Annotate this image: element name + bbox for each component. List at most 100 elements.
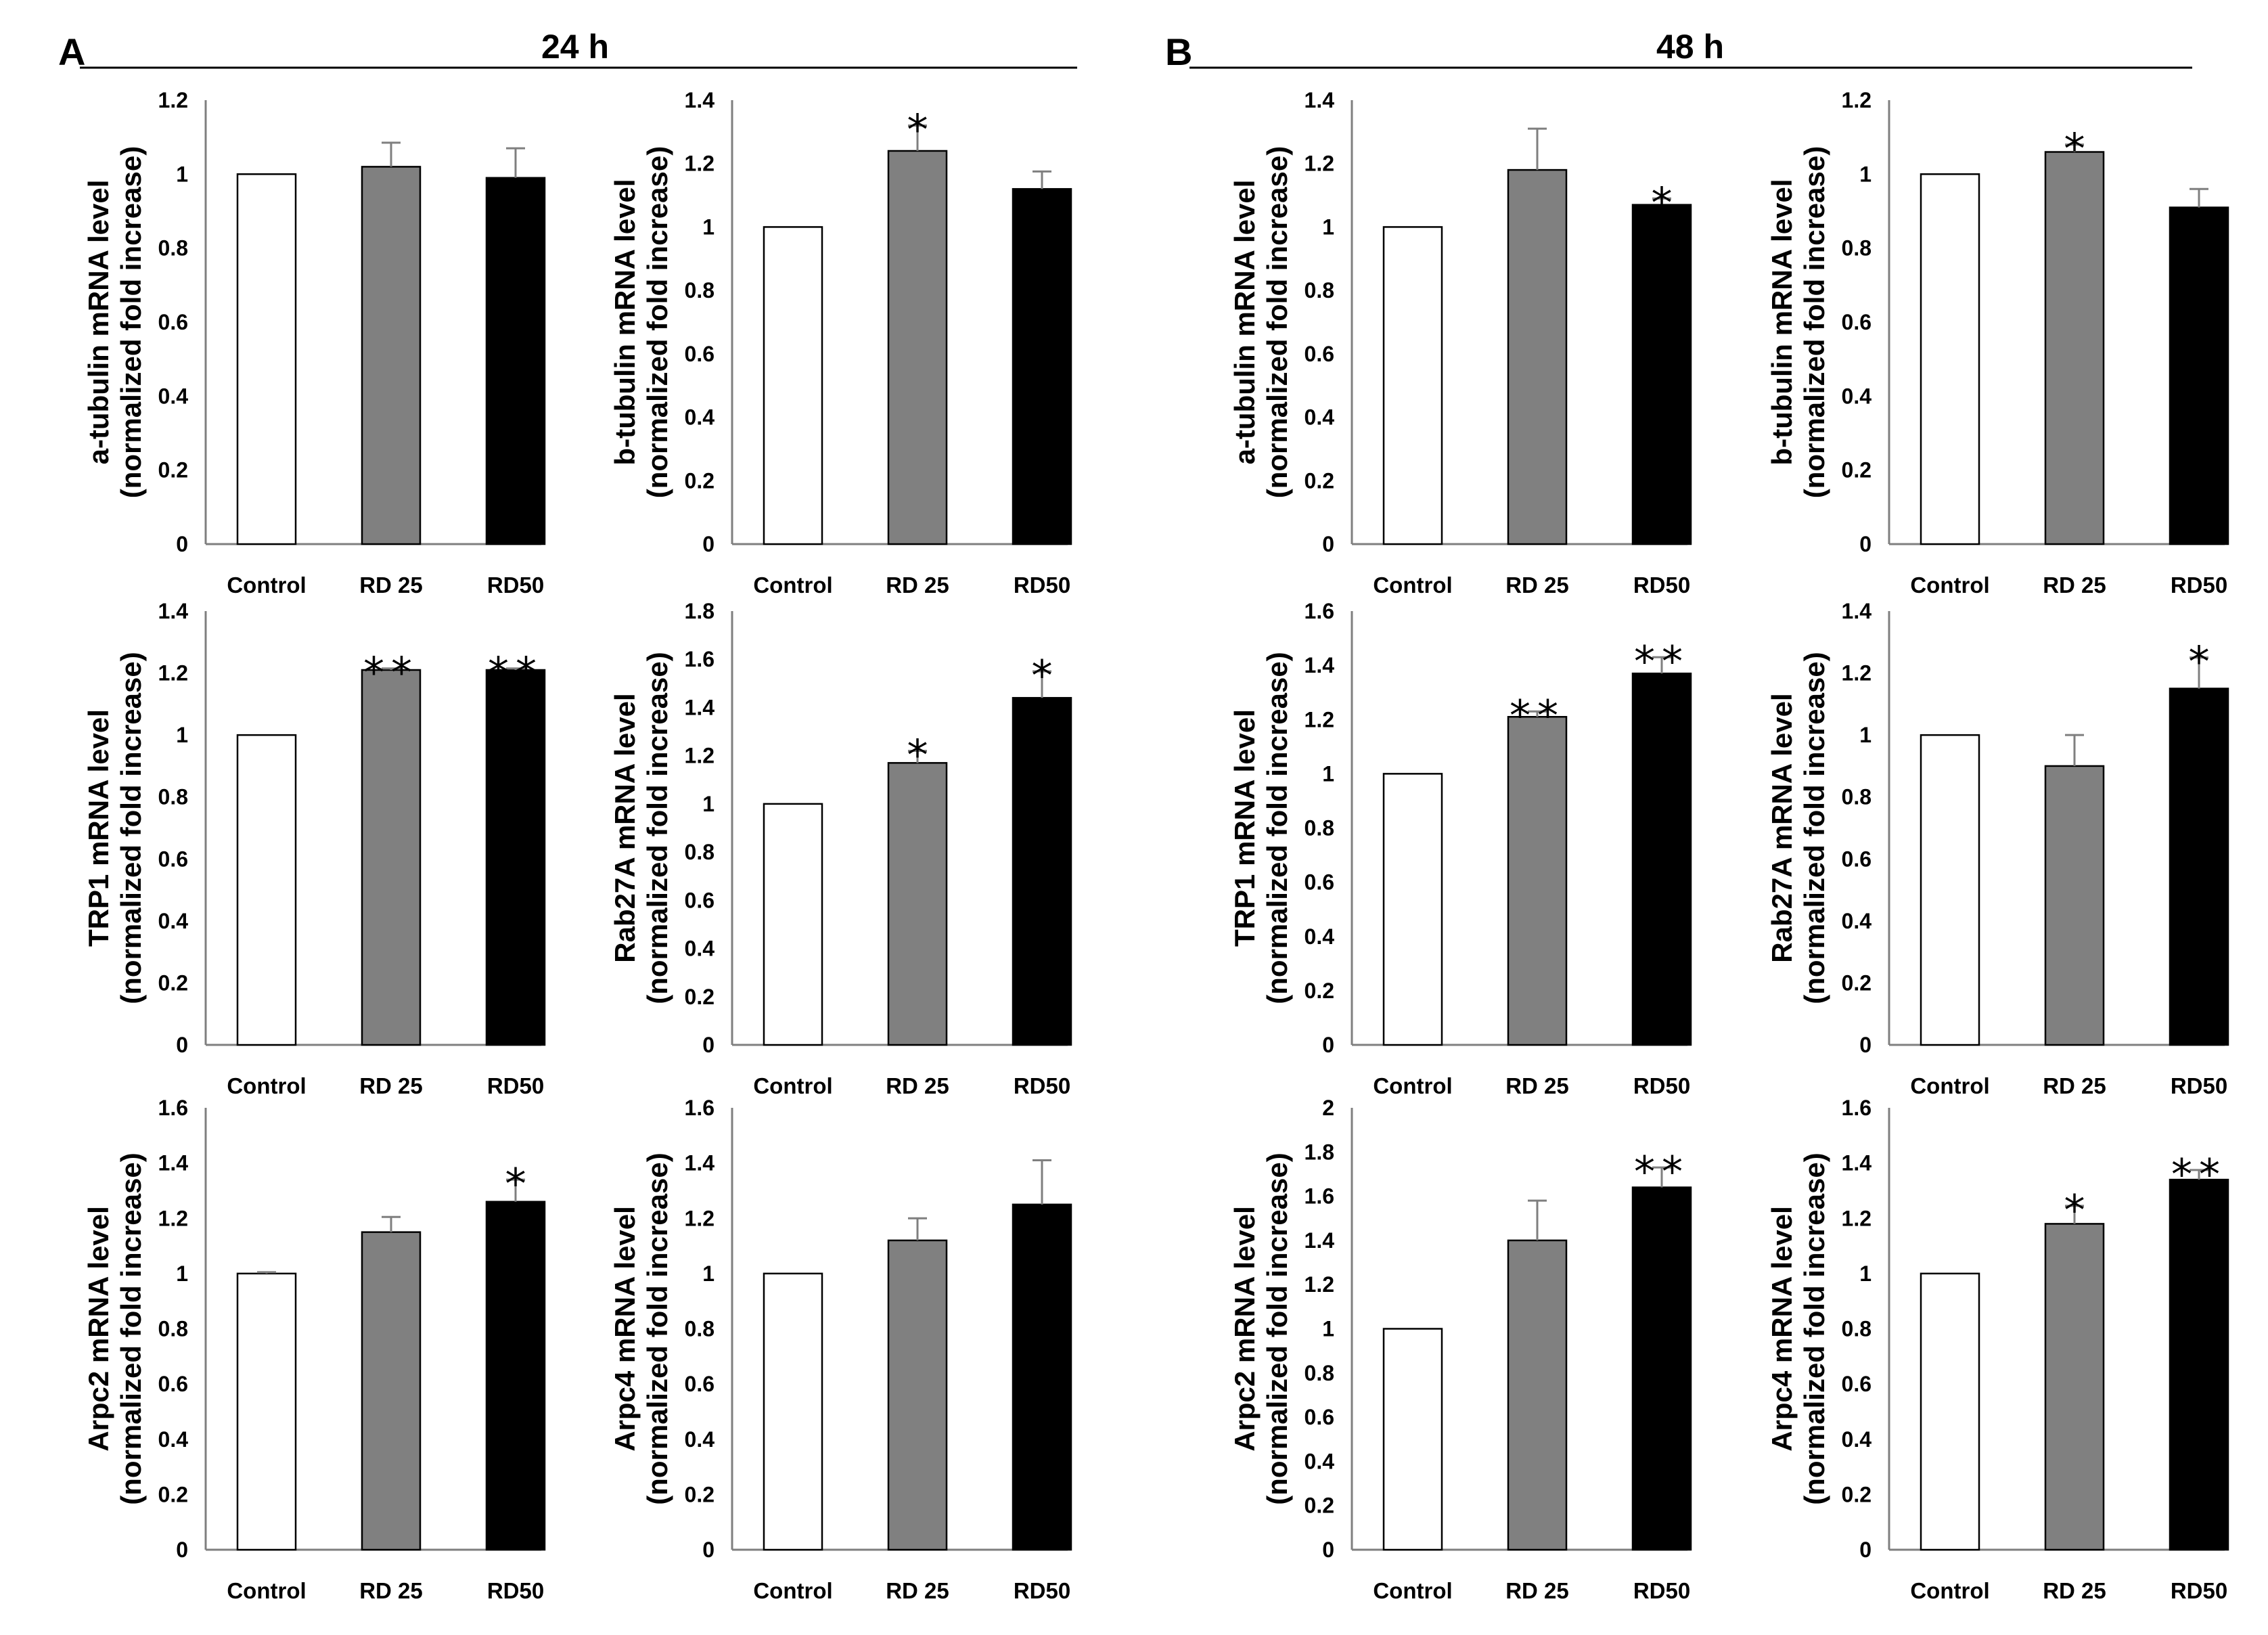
y-tick-label: 0.6 [1842,1372,1872,1396]
y-tick-label: 0.6 [158,1372,188,1396]
x-tick-label: RD50 [2171,573,2227,598]
y-tick-label: 0.2 [685,985,715,1009]
y-tick-label: 0 [702,1538,715,1562]
x-tick-label: RD50 [487,1578,544,1603]
bar-1 [1920,173,1980,545]
bar-3 [1631,204,1692,545]
x-tick-label: RD50 [487,573,544,598]
y-tick-label: 0 [1859,532,1872,556]
y-axis-label-line: b-tubulin mRNA level [609,179,641,465]
x-tick-label: Control [753,1578,832,1603]
y-tick-label: 1.2 [685,1206,715,1230]
significance-marker: ** [363,648,419,698]
y-tick-label: 0.6 [1842,310,1872,334]
y-axis-label: a-tubulin mRNA level(normalized fold inc… [83,146,147,498]
y-tick-label: 1.4 [1842,599,1872,623]
chart-b-r1-c1: 0 0.2 0.4 0.6 0.8 1 1.2 1.4 a-tubulin mRNA level… [1229,88,1692,598]
y-tick-label: 1.2 [1305,1272,1334,1297]
bar-1 [236,173,297,545]
bar-2 [361,1231,422,1551]
x-tick-label: RD50 [1014,1578,1070,1603]
y-axis-label: Arpc4 mRNA level(normalized fold increas… [609,1152,673,1504]
panel-a-letter: A [58,30,85,73]
x-tick-label: Control [1373,1578,1452,1603]
y-tick-label: 0 [1859,1033,1872,1057]
y-tick-label: 1 [176,1261,188,1286]
y-axis-label-line: (normalized fold increase) [1261,146,1293,498]
y-axis-label-line: (normalized fold increase) [115,1152,147,1504]
significance-marker: ** [2171,1150,2227,1199]
y-tick-label: 0.2 [1305,1494,1334,1518]
y-tick-label: 0.8 [685,1317,715,1341]
y-axis-label: Rab27A mRNA level(normalized fold increa… [1766,652,1830,1004]
chart-a-r2-c2: 0 0.2 0.4 0.6 0.8 1 1.2 1.4 1.6 1.8 Rab27A mRNA le… [609,599,1072,1098]
y-tick-label: 0.4 [685,405,715,430]
x-tick-label: Control [753,573,832,598]
y-tick-label: 0.2 [1842,970,1872,995]
y-tick-label: 1 [702,215,715,239]
y-tick-label: 1.8 [685,599,715,623]
bar-3 [485,1201,546,1551]
significance-marker: ** [1510,691,1565,740]
chart-b-r2-c2: 0 0.2 0.4 0.6 0.8 1 1.2 1.4 Rab27A mRNA level(no… [1766,599,2229,1098]
y-tick-label: 1.6 [1305,599,1334,623]
panel-b-letter: B [1165,30,1192,73]
x-tick-label: RD50 [1633,1578,1690,1603]
y-tick-label: 1.8 [1305,1140,1334,1164]
y-tick-label: 1 [1322,215,1334,239]
bar-1 [1382,226,1443,545]
y-axis-label-line: Arpc2 mRNA level [1229,1206,1261,1452]
y-tick-label: 1.6 [1842,1096,1872,1120]
bar-2 [2044,1223,2105,1551]
x-tick-label: Control [1910,1073,1989,1098]
y-tick-label: 0.2 [685,468,715,493]
x-tick-label: Control [227,1578,306,1603]
bar-2 [2044,765,2105,1046]
significance-marker: * [907,105,928,154]
y-axis-label: a-tubulin mRNA level(normalized fold inc… [1229,146,1293,498]
charts-group: 0 0.2 0.4 0.6 0.8 1 1.2 a-tubulin mRNA level(no… [83,88,2229,1603]
y-tick-label: 1.2 [158,661,188,686]
y-tick-label: 1 [702,1261,715,1286]
y-axis-label-line: (normalized fold increase) [1798,146,1830,498]
chart-a-r1-c2: 0 0.2 0.4 0.6 0.8 1 1.2 1.4 b-tubulin mRNA level… [609,88,1072,598]
y-tick-label: 1.4 [1305,653,1335,677]
y-tick-label: 0.6 [1305,342,1334,366]
x-tick-label: RD 25 [1505,573,1569,598]
y-axis-label: Arpc4 mRNA level(normalized fold increas… [1766,1152,1830,1504]
y-tick-label: 1.4 [1305,1228,1335,1253]
y-axis-label-line: (normalized fold increase) [1798,652,1830,1004]
bar-2 [361,166,422,545]
y-axis-label-line: (normalized fold increase) [1798,1152,1830,1504]
y-axis-label-line: (normalized fold increase) [641,146,673,498]
y-tick-label: 0.4 [1305,405,1335,430]
y-tick-label: 0.8 [1305,1361,1334,1385]
x-tick-label: RD50 [1014,573,1070,598]
y-tick-label: 1.4 [1842,1151,1872,1175]
y-tick-label: 0 [176,1538,188,1562]
x-tick-label: Control [1373,573,1452,598]
y-tick-label: 1.2 [1842,88,1872,112]
x-tick-label: RD 25 [1505,1073,1569,1098]
y-tick-label: 1 [1859,1261,1872,1286]
x-tick-label: RD 25 [886,573,949,598]
x-tick-label: RD50 [2171,1073,2227,1098]
y-tick-label: 1.2 [158,88,188,112]
bar-2 [361,669,422,1046]
x-tick-label: Control [1373,1073,1452,1098]
y-axis-label-line: TRP1 mRNA level [83,709,114,947]
significance-marker: * [1652,178,1673,227]
significance-marker: * [505,1159,526,1209]
y-axis-label-line: (normalized fold increase) [641,652,673,1004]
y-axis-label-line: (normalized fold increase) [115,146,147,498]
bar-2 [1507,1239,1568,1551]
chart-b-r2-c1: 0 0.2 0.4 0.6 0.8 1 1.2 1.4 1.6 TRP1 mRNA level(n… [1229,599,1692,1098]
x-tick-label: Control [1910,1578,1989,1603]
y-axis-label-line: Arpc4 mRNA level [609,1206,641,1452]
bar-1 [236,734,297,1046]
y-axis-label: TRP1 mRNA level(normalized fold increase… [1229,652,1293,1004]
y-tick-label: 1.6 [158,1096,188,1120]
bar-3 [1012,1203,1072,1551]
bar-1 [1920,1272,1980,1551]
bar-3 [485,669,546,1046]
